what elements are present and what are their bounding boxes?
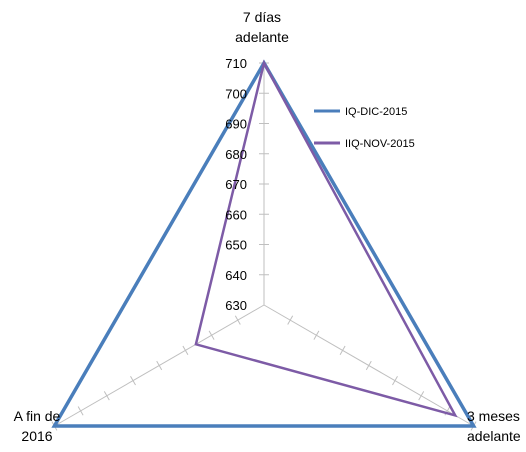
category-labels: 7 días adelante 3 meses adelante A fin de 201… — [14, 9, 521, 444]
grid-tick-mark — [418, 391, 425, 401]
radar-series — [51, 59, 477, 428]
tick-labels: 630 640 650 660 670 680 690 700 710 — [225, 56, 247, 313]
tick-label: 640 — [225, 268, 247, 283]
tick-label: 710 — [225, 56, 247, 71]
grid-tick-mark — [77, 406, 84, 416]
tick-label: 630 — [225, 298, 247, 313]
category-label: 3 meses — [467, 408, 520, 424]
legend-label: IIQ-NOV-2015 — [345, 138, 415, 150]
grid-tick-mark — [234, 315, 241, 325]
tick-label: 650 — [225, 238, 247, 253]
series-line — [51, 59, 477, 428]
tick-label: 700 — [225, 86, 247, 101]
category-label: A fin de — [14, 408, 61, 424]
category-label: 2016 — [21, 428, 52, 444]
grid-tick-mark — [365, 360, 372, 371]
grid-tick-mark — [182, 345, 189, 355]
category-label: adelante — [235, 29, 289, 45]
grid-tick-mark — [103, 391, 110, 401]
legend-label: IQ-DIC-2015 — [345, 106, 407, 118]
grid-tick-mark — [339, 345, 346, 355]
series-line — [194, 59, 458, 418]
tick-label: 660 — [225, 207, 247, 222]
tick-label: 680 — [225, 147, 247, 162]
category-label: 7 días — [243, 9, 281, 25]
grid-tick-mark — [208, 330, 215, 340]
category-label: adelante — [467, 428, 521, 444]
legend: IQ-DIC-2015 IIQ-NOV-2015 — [314, 106, 415, 150]
grid-tick-mark — [156, 360, 163, 371]
radar-grid — [51, 62, 477, 431]
grid-tick-mark — [130, 376, 136, 386]
grid-tick-mark — [313, 330, 320, 340]
tick-label: 690 — [225, 117, 247, 132]
grid-tick-mark — [287, 315, 294, 325]
tick-label: 670 — [225, 177, 247, 192]
grid-tick-mark — [392, 376, 398, 386]
